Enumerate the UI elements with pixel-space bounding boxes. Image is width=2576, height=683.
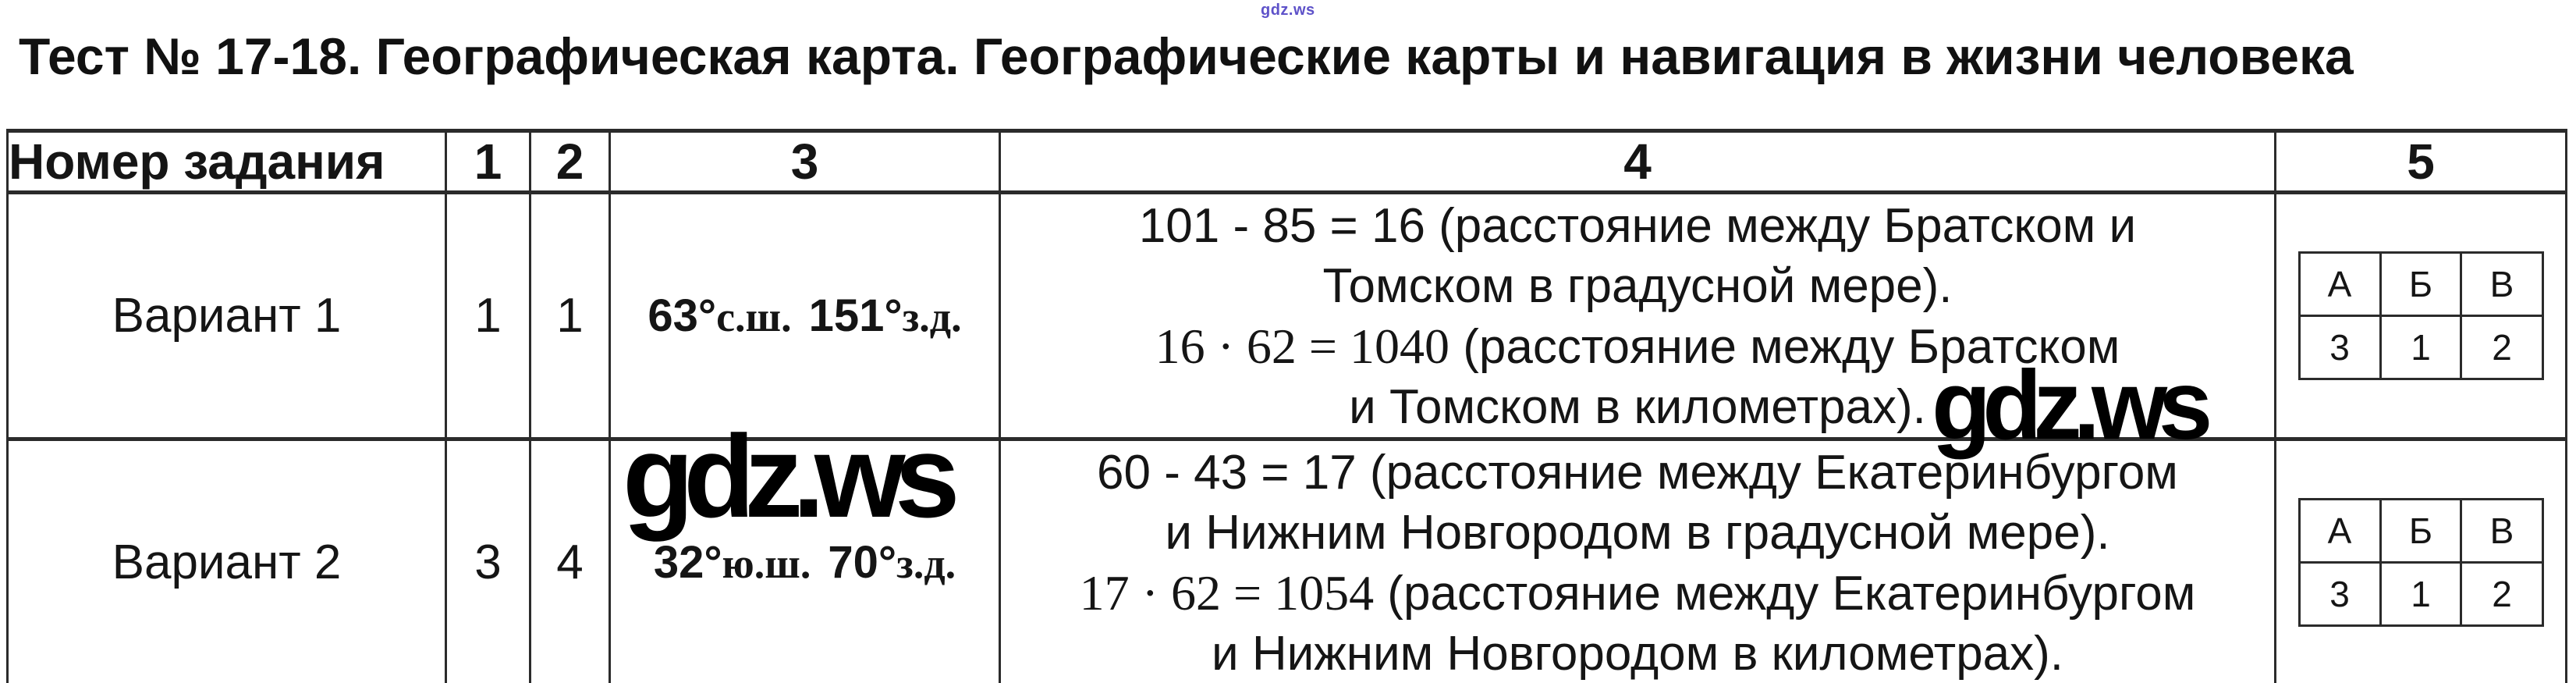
latitude-value: 63: [648, 290, 698, 341]
variant-2-task-4-explanation: 60 - 43 = 17 (расстояние между Екатеринб…: [999, 437, 2276, 683]
watermark-small-top: gdz.ws: [1261, 2, 1315, 19]
longitude-value: 151: [808, 290, 885, 341]
page-title: Тест № 17-18. Географическая карта. Геог…: [19, 27, 2354, 85]
variant-2-task-1-answer: 3: [445, 437, 531, 683]
mini-header-a: А: [2297, 498, 2382, 564]
mini-table-header-row: А Б В: [2297, 498, 2544, 564]
variant-1-task-5-answer: А Б В 3 1 2: [2274, 190, 2567, 441]
answers-table: Номер задания 1 2 3 4 5 Вариант 1 1 1 63…: [6, 129, 2567, 683]
mini-value-a: 3: [2297, 315, 2382, 380]
table-header-row: Номер задания 1 2 3 4 5: [6, 129, 2567, 194]
watermark-large-row2: gdz.ws: [623, 411, 960, 542]
mini-header-b: Б: [2379, 498, 2463, 564]
explanation-line: 16 · 62 = 1040 (расстояние между Братско…: [1001, 316, 2274, 377]
mini-table-value-row: 3 1 2: [2297, 561, 2544, 627]
variant-2-label: Вариант 2: [6, 437, 447, 683]
explanation-line: 101 - 85 = 16 (расстояние между Братском…: [1138, 199, 2137, 253]
degree-symbol: °: [697, 290, 717, 341]
formula-text: 16 · 62 = 1040: [1155, 318, 1450, 374]
table-row-variant-1: Вариант 1 1 1 63°с.ш. 151°з.д. 101 - 85 =…: [6, 190, 2567, 441]
header-col-2: 2: [529, 129, 611, 194]
variant-2-task-2-answer: 4: [529, 437, 611, 683]
explanation-line: 60 - 43 = 17 (расстояние между Екатеринб…: [1097, 446, 2178, 500]
explanation-text: 60 - 43 = 17 (расстояние между Екатеринб…: [1001, 441, 2274, 683]
explanation-text: 101 - 85 = 16 (расстояние между Братском…: [1001, 194, 2274, 437]
mini-header-a: А: [2297, 251, 2382, 317]
explanation-line: и Томском в километрах).: [1349, 380, 1926, 434]
degree-symbol: °: [884, 290, 903, 341]
variant-1-task-2-answer: 1: [529, 190, 611, 441]
header-col-3: 3: [609, 129, 1001, 194]
mini-answer-table: А Б В 3 1 2: [2297, 251, 2544, 380]
longitude-value: 70: [828, 537, 878, 588]
mini-header-v: В: [2460, 251, 2544, 317]
mini-header-b: Б: [2379, 251, 2463, 317]
explanation-line: и Нижним Новгородом в километрах).: [1211, 627, 2064, 681]
header-task-number: Номер задания: [6, 129, 447, 194]
mini-value-a: 3: [2297, 561, 2382, 627]
variant-2-task-5-answer: А Б В 3 1 2: [2274, 437, 2567, 683]
table-row-variant-2: Вариант 2 3 4 32°ю.ш. 70°з.д. 60 - 43 = 1…: [6, 437, 2567, 683]
header-col-4: 4: [999, 129, 2276, 194]
formula-annotation: (расстояние между Братском: [1449, 320, 2120, 374]
header-col-1: 1: [445, 129, 531, 194]
latitude-direction: с.ш.: [716, 293, 792, 340]
variant-2-task-3-coordinates: 32°ю.ш. 70°з.д.: [609, 437, 1001, 683]
mini-value-b: 1: [2379, 315, 2463, 380]
mini-answer-table: А Б В 3 1 2: [2297, 498, 2544, 627]
formula-text: 17 · 62 = 1054: [1079, 565, 1375, 621]
mini-value-v: 2: [2460, 315, 2544, 380]
latitude-value: 32: [653, 537, 704, 588]
degree-symbol: °: [878, 537, 897, 588]
degree-symbol: °: [704, 537, 722, 588]
variant-1-task-1-answer: 1: [445, 190, 531, 441]
mini-table-value-row: 3 1 2: [2297, 315, 2544, 380]
variant-1-task-3-coordinates: 63°с.ш. 151°з.д.: [609, 190, 1001, 441]
explanation-line: 17 · 62 = 1054 (расстояние между Екатери…: [1001, 563, 2274, 624]
variant-1-label: Вариант 1: [6, 190, 447, 441]
variant-1-task-4-explanation: 101 - 85 = 16 (расстояние между Братском…: [999, 190, 2276, 441]
latitude-direction: ю.ш.: [722, 540, 811, 587]
header-col-5: 5: [2274, 129, 2567, 194]
longitude-direction: з.д.: [896, 540, 956, 587]
mini-value-v: 2: [2460, 561, 2544, 627]
mini-table-header-row: А Б В: [2297, 251, 2544, 317]
formula-annotation: (расстояние между Екатеринбургом: [1374, 567, 2196, 621]
mini-value-b: 1: [2379, 561, 2463, 627]
explanation-line: Томском в градусной мере).: [1322, 259, 1953, 313]
mini-header-v: В: [2460, 498, 2544, 564]
explanation-line: и Нижним Новгородом в градусной мере).: [1165, 506, 2110, 560]
longitude-direction: з.д.: [902, 293, 962, 340]
watermark-large-row1: gdz.ws: [1932, 351, 2212, 460]
